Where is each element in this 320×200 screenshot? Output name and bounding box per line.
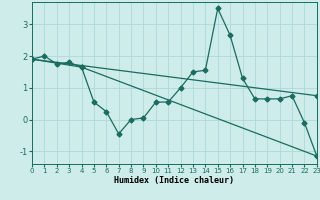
X-axis label: Humidex (Indice chaleur): Humidex (Indice chaleur) bbox=[115, 176, 234, 185]
